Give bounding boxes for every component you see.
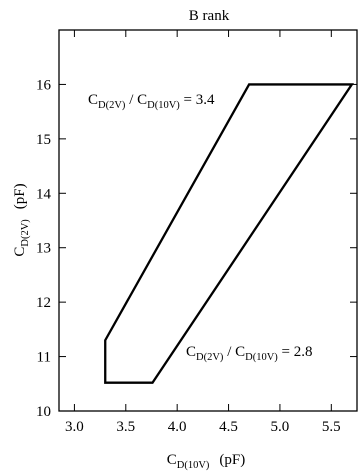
annotation-ratio-2-8-mid: / C bbox=[223, 344, 245, 360]
y-axis-label-sub: D(2V) bbox=[20, 219, 31, 247]
x-axis-label-main: C bbox=[167, 452, 177, 468]
annotation-ratio-2-8-main: C bbox=[186, 344, 196, 360]
annotation-ratio-2-8-sub2: D(10V) bbox=[245, 352, 278, 363]
y-tick-label: 13 bbox=[36, 241, 51, 257]
x-tick-label: 4.0 bbox=[168, 419, 187, 435]
x-tick-label: 5.0 bbox=[271, 419, 290, 435]
series-line bbox=[104, 83, 355, 384]
y-tick-label: 11 bbox=[37, 350, 51, 366]
x-axis-label-unit: (pF) bbox=[219, 452, 245, 468]
x-tick-label: 3.5 bbox=[116, 419, 135, 435]
x-axis-ticks: 3.0 3.5 4.0 4.5 5.0 5.5 bbox=[65, 30, 341, 435]
x-axis-label-sub: D(10V) bbox=[177, 460, 210, 471]
y-tick-label: 16 bbox=[36, 77, 52, 93]
plot-frame bbox=[58, 29, 358, 412]
y-axis-label-unit: (pF) bbox=[12, 183, 28, 209]
x-tick-label: 4.5 bbox=[219, 419, 238, 435]
annotation-ratio-3-4-sub1: D(2V) bbox=[98, 100, 126, 111]
x-axis-label: CD(10V) (pF) bbox=[167, 452, 246, 471]
y-axis-ticks: 10 11 12 13 14 15 16 bbox=[36, 77, 357, 420]
y-tick-label: 14 bbox=[36, 186, 52, 202]
annotation-ratio-3-4-main: C bbox=[88, 92, 98, 108]
x-tick-label: 3.0 bbox=[65, 419, 84, 435]
annotation-ratio-3-4: CD(2V) / CD(10V) = 3.4 bbox=[88, 92, 215, 111]
annotation-ratio-3-4-mid: / C bbox=[125, 92, 147, 108]
annotation-ratio-2-8-sub1: D(2V) bbox=[196, 352, 224, 363]
y-tick-label: 15 bbox=[36, 132, 51, 148]
annotation-ratio-2-8-tail: = 2.8 bbox=[278, 344, 313, 360]
y-axis-label: CD(2V) (pF) bbox=[12, 183, 31, 256]
annotation-ratio-2-8: CD(2V) / CD(10V) = 2.8 bbox=[186, 344, 313, 363]
y-axis-label-main: C bbox=[12, 247, 28, 257]
x-tick-label: 5.5 bbox=[322, 419, 341, 435]
y-tick-label: 10 bbox=[36, 404, 51, 420]
y-tick-label: 12 bbox=[36, 295, 51, 311]
annotation-ratio-3-4-sub2: D(10V) bbox=[147, 100, 180, 111]
chart-title: B rank bbox=[189, 8, 230, 24]
annotation-ratio-3-4-tail: = 3.4 bbox=[180, 92, 215, 108]
